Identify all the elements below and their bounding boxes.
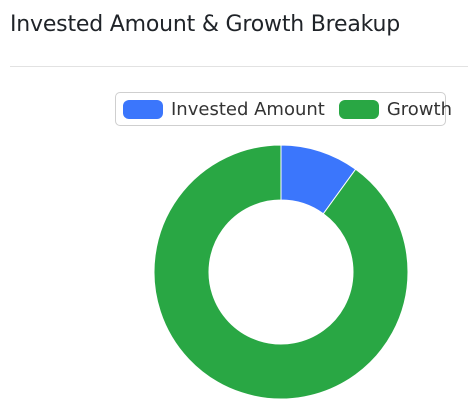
legend-label-growth: Growth (386, 98, 452, 120)
legend-item-invested[interactable]: Invested Amount (123, 99, 325, 120)
header-divider (10, 66, 468, 67)
slice-growth[interactable] (153, 144, 409, 400)
legend-item-growth[interactable]: Growth (338, 98, 452, 120)
legend-swatch-growth (338, 99, 379, 119)
card-title: Invested Amount & Growth Breakup (10, 12, 401, 37)
chart-legend: Invested Amount Growth (115, 92, 452, 126)
legend-swatch-invested (123, 99, 163, 119)
doughnut-slices (153, 144, 409, 400)
legend-label-invested: Invested Amount (171, 98, 325, 120)
